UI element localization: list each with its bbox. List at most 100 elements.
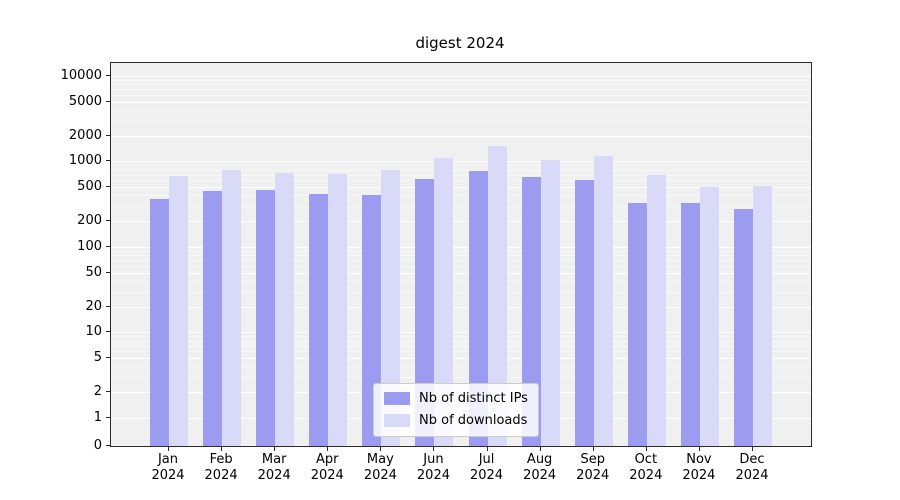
x-tick-mark — [486, 447, 488, 451]
x-tick-year: 2024 — [523, 468, 557, 483]
y-tick-label: 10 — [85, 324, 102, 340]
x-tick-mark — [221, 447, 223, 451]
x-tick-year: 2024 — [735, 468, 769, 483]
legend: Nb of distinct IPs Nb of downloads — [373, 383, 539, 437]
bar-downloads — [593, 156, 613, 446]
bar-distinct-ips — [203, 191, 223, 446]
x-tick-month: Jan — [157, 452, 179, 467]
y-tick-label: 10000 — [60, 67, 102, 83]
legend-label-downloads: Nb of downloads — [419, 413, 528, 428]
y-tick-label: 50 — [85, 264, 102, 280]
x-tick-year: 2024 — [151, 468, 185, 483]
y-tick-label: 200 — [77, 213, 102, 229]
major-gridline — [111, 306, 811, 308]
x-tick-year: 2024 — [469, 468, 504, 483]
x-tick-label: May 2024 — [351, 452, 409, 484]
x-tick-label: Aug 2024 — [511, 452, 569, 484]
y-tick-label: 1000 — [68, 153, 102, 169]
x-tick-mark — [539, 447, 541, 451]
bar-downloads — [275, 173, 295, 446]
bar-downloads — [699, 187, 719, 446]
bar-distinct-ips — [150, 199, 169, 446]
x-tick-label: Oct 2024 — [617, 452, 675, 484]
major-gridline — [111, 135, 811, 137]
x-tick-month: Apr — [316, 452, 339, 467]
major-gridline — [111, 246, 811, 248]
x-tick-month: Dec — [739, 452, 765, 467]
x-tick-month: Jul — [478, 452, 495, 467]
x-tick-mark — [698, 447, 700, 451]
major-gridline — [111, 358, 811, 360]
plot-area: Nb of distinct IPs Nb of downloads — [110, 62, 812, 447]
major-gridline — [111, 187, 811, 189]
x-tick-label: Jul 2024 — [458, 452, 516, 484]
minor-gridline — [111, 165, 811, 167]
y-tick-label: 1 — [93, 410, 102, 425]
x-tick-year: 2024 — [576, 468, 610, 483]
x-tick-mark — [327, 447, 329, 451]
minor-gridline — [111, 250, 811, 252]
minor-gridline — [111, 94, 811, 96]
minor-gridline — [111, 255, 811, 257]
bar-downloads — [381, 169, 401, 446]
minor-gridline — [111, 84, 811, 86]
minor-gridline — [111, 89, 811, 91]
minor-gridline — [111, 280, 811, 282]
y-tick-label: 100 — [77, 238, 102, 254]
x-tick-month: Sep — [580, 452, 605, 467]
legend-label-distinct-ips: Nb of distinct IPs — [419, 391, 528, 406]
y-tick-label: 0 — [93, 438, 102, 453]
bar-downloads — [540, 159, 560, 446]
x-tick-year: 2024 — [204, 468, 238, 483]
y-tick-label: 2 — [93, 384, 102, 400]
bar-distinct-ips — [468, 170, 488, 446]
x-tick-month: Nov — [686, 452, 712, 467]
x-tick-mark — [433, 447, 435, 451]
x-tick-label: Sep 2024 — [564, 452, 622, 484]
bar-downloads — [753, 186, 772, 446]
minor-gridline — [111, 377, 811, 379]
x-tick-mark — [752, 447, 753, 451]
y-tick-label: 2000 — [68, 127, 102, 143]
minor-gridline — [111, 180, 811, 182]
legend-item-downloads: Nb of downloads — [384, 413, 528, 428]
bar-downloads — [646, 174, 666, 446]
minor-gridline — [111, 174, 811, 176]
x-tick-year: 2024 — [682, 468, 716, 483]
major-gridline — [111, 101, 811, 103]
x-tick-mark — [645, 447, 647, 451]
x-tick-month: Aug — [526, 452, 553, 467]
major-gridline — [111, 161, 811, 163]
bar-distinct-ips — [574, 180, 594, 446]
minor-gridline — [111, 366, 811, 368]
x-tick-label: Mar 2024 — [245, 452, 303, 484]
x-tick-label: Apr 2024 — [298, 452, 356, 484]
x-tick-label: Jan 2024 — [139, 452, 197, 484]
major-gridline — [111, 332, 811, 334]
bar-distinct-ips — [627, 202, 647, 446]
minor-gridline — [111, 79, 811, 81]
x-tick-year: 2024 — [629, 468, 663, 483]
major-gridline — [111, 75, 811, 77]
bar-downloads — [222, 170, 242, 446]
major-gridline — [111, 272, 811, 274]
minor-gridline — [111, 169, 811, 171]
bar-downloads — [434, 157, 454, 446]
bar-distinct-ips — [415, 179, 435, 446]
x-tick-month: Jun — [423, 452, 444, 467]
chart-title: digest 2024 — [415, 34, 505, 52]
bar-distinct-ips — [256, 190, 276, 446]
legend-item-distinct-ips: Nb of distinct IPs — [384, 391, 528, 406]
y-tick-label: 5 — [93, 350, 102, 366]
x-tick-label: Dec 2024 — [723, 452, 781, 484]
minor-gridline — [111, 195, 811, 197]
bar-distinct-ips — [309, 193, 329, 446]
major-gridline — [111, 221, 811, 223]
x-tick-year: 2024 — [257, 468, 291, 483]
bar-downloads — [487, 146, 507, 446]
bar-downloads — [169, 176, 188, 446]
x-tick-year: 2024 — [310, 468, 344, 483]
x-tick-mark — [274, 447, 276, 451]
x-tick-year: 2024 — [363, 468, 397, 483]
